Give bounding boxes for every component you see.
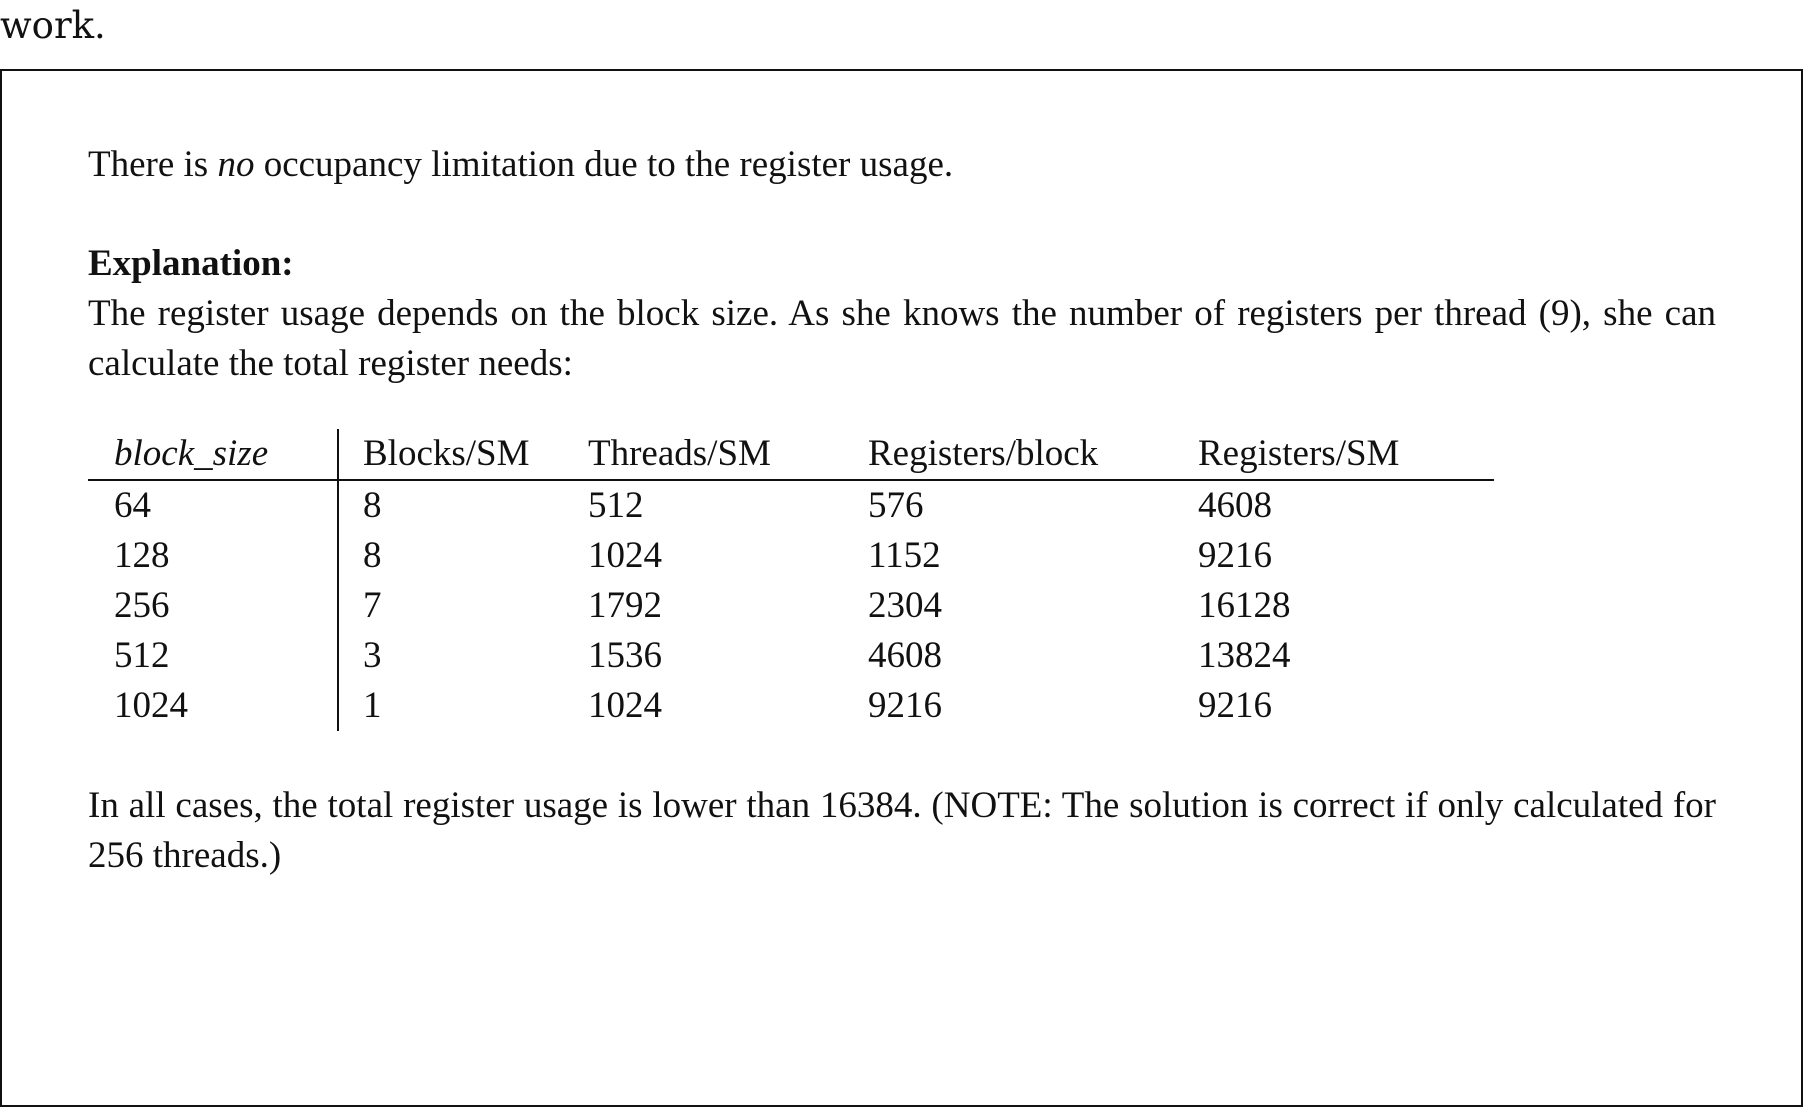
table-row: 64 8 512 576 4608: [88, 480, 1494, 531]
registers-per-sm-cell: 9216: [1198, 685, 1272, 726]
answer-content: There is no occupancy limitation due to …: [88, 140, 1716, 881]
table-body: 64 8 512 576 4608 128 8 1024 1152 9216 2…: [88, 480, 1494, 731]
table-header: block_size Blocks/SM Threads/SM Register…: [88, 429, 1494, 481]
block-size-cell: 512: [88, 631, 339, 681]
registers-per-sm-cell: 4608: [1198, 485, 1272, 526]
blocks-per-sm-cell: 8: [363, 485, 382, 526]
header-registers-per-sm: Registers/SM: [1198, 429, 1494, 481]
header-blocks-per-sm: Blocks/SM: [338, 429, 588, 481]
header-threads-per-sm: Threads/SM: [588, 429, 868, 481]
registers-per-block-cell: 576: [868, 485, 924, 526]
threads-per-sm-cell: 1536: [588, 635, 662, 676]
block-size-cell: 1024: [88, 681, 339, 731]
header-block-size: block_size: [88, 429, 339, 481]
blocks-per-sm-cell: 7: [363, 585, 382, 626]
statement-after: occupancy limitation due to the register…: [254, 144, 954, 185]
conclusion-text: In all cases, the total register usage i…: [88, 785, 1716, 876]
threads-per-sm-cell: 1024: [588, 685, 662, 726]
registers-per-block-cell: 2304: [868, 585, 942, 626]
explanation-text: The register usage depends on the block …: [88, 293, 1716, 384]
blocks-per-sm-cell: 8: [363, 535, 382, 576]
table-row: 1024 1 1024 9216 9216: [88, 681, 1494, 731]
explanation-heading: Explanation:: [88, 243, 294, 284]
answer-box: [0, 69, 1803, 1107]
occupancy-statement: There is no occupancy limitation due to …: [88, 140, 1716, 190]
statement-before: There is: [88, 144, 218, 185]
header-registers-per-block: Registers/block: [868, 429, 1198, 481]
threads-per-sm-cell: 1792: [588, 585, 662, 626]
registers-per-block-cell: 4608: [868, 635, 942, 676]
previous-page-text-fragment: work.: [0, 4, 106, 47]
blocks-per-sm-cell: 1: [363, 685, 382, 726]
blocks-per-sm-cell: 3: [363, 635, 382, 676]
threads-per-sm-cell: 1024: [588, 535, 662, 576]
registers-per-sm-cell: 16128: [1198, 585, 1291, 626]
registers-per-sm-cell: 13824: [1198, 635, 1291, 676]
register-usage-table: block_size Blocks/SM Threads/SM Register…: [88, 429, 1494, 731]
registers-per-sm-cell: 9216: [1198, 535, 1272, 576]
registers-per-block-cell: 9216: [868, 685, 942, 726]
table-header-row: block_size Blocks/SM Threads/SM Register…: [88, 429, 1494, 481]
table-row: 512 3 1536 4608 13824: [88, 631, 1494, 681]
table-row: 128 8 1024 1152 9216: [88, 531, 1494, 581]
registers-per-block-cell: 1152: [868, 535, 941, 576]
threads-per-sm-cell: 512: [588, 485, 644, 526]
block-size-cell: 256: [88, 581, 339, 631]
block-size-cell: 64: [88, 480, 339, 531]
block-size-cell: 128: [88, 531, 339, 581]
table-row: 256 7 1792 2304 16128: [88, 581, 1494, 631]
statement-emphasis: no: [217, 144, 255, 185]
